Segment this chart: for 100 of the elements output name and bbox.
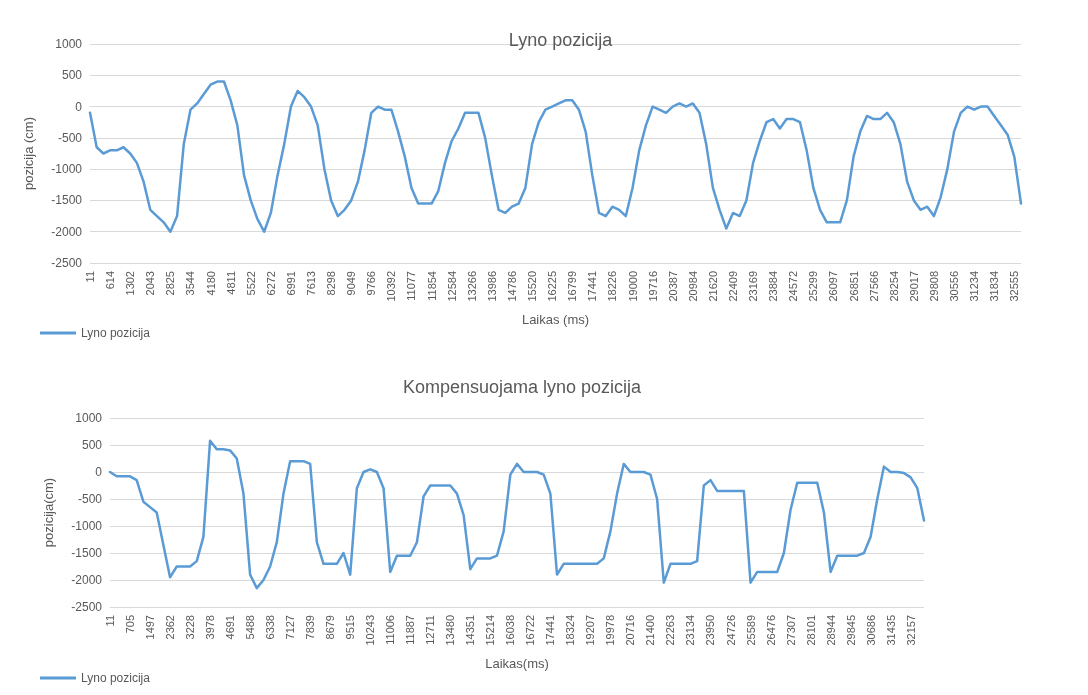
x-tick-label: 29017 bbox=[907, 271, 920, 302]
y-tick-label: 0 bbox=[95, 465, 103, 479]
x-tick-label: 15214 bbox=[484, 615, 497, 646]
x-tick-label: 8298 bbox=[325, 271, 338, 296]
y-tick-label: 500 bbox=[81, 438, 103, 452]
x-tick-label: 3228 bbox=[184, 615, 197, 640]
x-tick-label: 4180 bbox=[204, 271, 217, 296]
x-tick-label: 7127 bbox=[284, 615, 297, 640]
x-tick-label: 11077 bbox=[405, 271, 418, 301]
x-tick-label: 24726 bbox=[724, 615, 737, 646]
line-series bbox=[88, 80, 1023, 233]
y-tick-label: 500 bbox=[61, 68, 83, 83]
x-tick-label: 7613 bbox=[305, 271, 318, 296]
x-axis-title: Laikas (ms) bbox=[521, 312, 590, 327]
x-tick-label: 25589 bbox=[744, 615, 757, 646]
y-tick-label: -500 bbox=[77, 492, 103, 506]
x-tick-label: 11006 bbox=[384, 615, 397, 645]
y-tick-label: -1500 bbox=[71, 546, 103, 560]
x-tick-label: 2362 bbox=[164, 615, 177, 640]
x-tick-label: 30556 bbox=[948, 271, 961, 302]
y-tick-label: -2000 bbox=[51, 224, 83, 239]
x-tick-label: 26476 bbox=[764, 615, 777, 646]
x-tick-label: 27566 bbox=[867, 271, 880, 302]
x-tick-label: 19716 bbox=[646, 271, 659, 302]
x-tick-label: 23169 bbox=[747, 271, 760, 302]
x-tick-label: 4811 bbox=[224, 271, 237, 295]
x-tick-label: 16038 bbox=[504, 615, 517, 646]
x-tick-label: 3978 bbox=[204, 615, 217, 640]
x-tick-label: 12584 bbox=[445, 271, 458, 302]
y-tick-label: 0 bbox=[75, 99, 83, 114]
x-tick-label: 13986 bbox=[485, 271, 498, 302]
x-tick-label: 16225 bbox=[546, 271, 559, 302]
x-tick-label: 11854 bbox=[425, 271, 438, 301]
x-tick-label: 30686 bbox=[864, 615, 877, 646]
x-tick-label: 15520 bbox=[526, 271, 539, 302]
y-axis-title: pozicija (cm) bbox=[21, 117, 36, 190]
x-tick-label: 31834 bbox=[988, 271, 1001, 302]
x-tick-label: 18226 bbox=[606, 271, 619, 302]
y-tick-label: -500 bbox=[57, 130, 83, 145]
x-tick-label: 13266 bbox=[465, 271, 478, 302]
x-tick-label: 29845 bbox=[844, 615, 857, 646]
y-tick-label: -1000 bbox=[71, 519, 103, 533]
x-tick-label: 20387 bbox=[666, 271, 679, 302]
x-tick-label: 5488 bbox=[244, 615, 257, 640]
x-tick-label: 2825 bbox=[164, 271, 177, 296]
x-tick-label: 27307 bbox=[784, 615, 797, 646]
y-tick-label: -1500 bbox=[51, 193, 83, 208]
x-tick-label: 31234 bbox=[968, 271, 981, 302]
x-tick-label: 9049 bbox=[345, 271, 358, 296]
x-tick-label: 13480 bbox=[444, 615, 457, 646]
x-tick-label: 2043 bbox=[144, 271, 157, 296]
x-tick-label: 11 bbox=[104, 615, 116, 627]
x-tick-label: 12711 bbox=[424, 615, 437, 645]
legend-label: Lyno pozicija bbox=[81, 671, 151, 685]
x-tick-label: 6991 bbox=[284, 271, 297, 296]
x-tick-label: 28254 bbox=[887, 271, 900, 302]
x-tick-label: 17441 bbox=[586, 271, 599, 302]
x-tick-label: 17441 bbox=[544, 615, 557, 646]
line-series bbox=[108, 439, 926, 590]
x-tick-label: 19978 bbox=[604, 615, 617, 646]
x-tick-label: 19000 bbox=[626, 271, 639, 302]
x-tick-label: 1497 bbox=[144, 615, 157, 640]
x-tick-label: 21620 bbox=[706, 271, 719, 302]
x-tick-label: 7839 bbox=[304, 615, 317, 640]
x-tick-label: 22263 bbox=[664, 615, 677, 646]
x-tick-label: 29808 bbox=[927, 271, 940, 302]
x-tick-label: 26097 bbox=[827, 271, 840, 302]
x-tick-label: 11887 bbox=[404, 615, 417, 645]
legend-label: Lyno pozicija bbox=[81, 326, 151, 340]
x-tick-label: 18324 bbox=[564, 615, 577, 646]
x-tick-label: 19207 bbox=[584, 615, 597, 646]
x-tick-label: 3544 bbox=[184, 271, 197, 296]
x-tick-label: 9515 bbox=[344, 615, 357, 640]
y-tick-label: -2500 bbox=[71, 600, 103, 614]
x-tick-label: 14351 bbox=[464, 615, 477, 646]
x-tick-label: 23950 bbox=[704, 615, 717, 646]
y-tick-label: -1000 bbox=[51, 162, 83, 177]
chart-title: Kompensuojama lyno pozicija bbox=[402, 377, 643, 397]
y-tick-label: 1000 bbox=[75, 411, 103, 425]
x-tick-label: 11 bbox=[84, 271, 96, 283]
x-tick-label: 26851 bbox=[847, 271, 860, 302]
x-tick-label: 24572 bbox=[787, 271, 800, 302]
x-tick-label: 16722 bbox=[524, 615, 537, 646]
x-tick-label: 9766 bbox=[365, 271, 378, 296]
x-tick-label: 28101 bbox=[804, 615, 817, 646]
x-tick-label: 20984 bbox=[686, 271, 699, 302]
x-tick-label: 32555 bbox=[1008, 271, 1021, 302]
x-tick-label: 25299 bbox=[807, 271, 820, 302]
x-tick-label: 28944 bbox=[824, 615, 837, 646]
x-tick-label: 22409 bbox=[726, 271, 739, 302]
x-tick-label: 23134 bbox=[684, 615, 697, 646]
y-axis-title: pozicija(cm) bbox=[41, 477, 56, 548]
chart-title: Lyno pozicija bbox=[508, 30, 614, 50]
x-tick-label: 16799 bbox=[566, 271, 579, 302]
y-tick-label: -2000 bbox=[71, 573, 103, 587]
x-tick-label: 31435 bbox=[884, 615, 897, 646]
x-tick-label: 6338 bbox=[264, 615, 277, 640]
x-tick-label: 1302 bbox=[124, 271, 137, 296]
x-tick-label: 21400 bbox=[644, 615, 657, 646]
x-tick-label: 20716 bbox=[624, 615, 637, 646]
